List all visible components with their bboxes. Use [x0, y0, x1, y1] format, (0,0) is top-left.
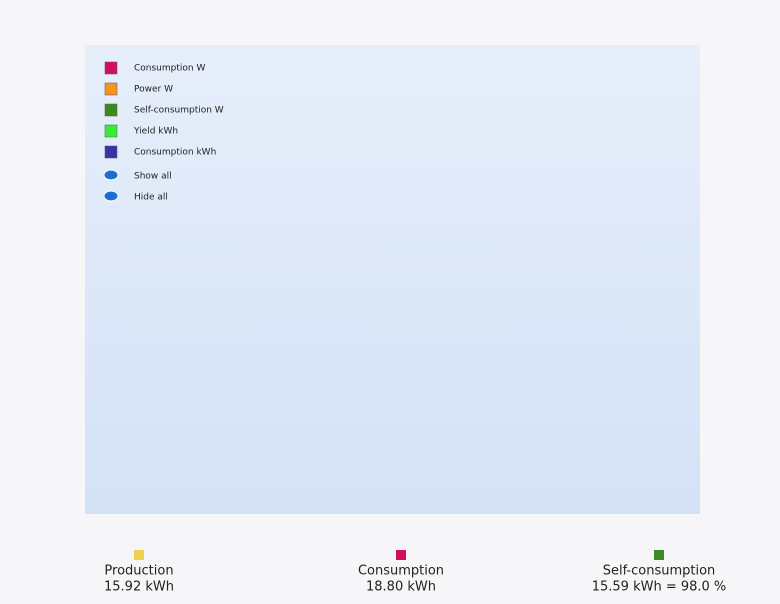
summary-label: Production — [104, 564, 173, 579]
summary-label: Self-consumption — [603, 564, 716, 579]
legend-item[interactable]: Consumption kWh — [104, 145, 216, 159]
legend-label[interactable]: Power W — [134, 85, 173, 95]
legend-action-label[interactable]: Show all — [134, 172, 172, 182]
legend-item[interactable]: Self-consumption W — [104, 103, 224, 117]
legend-swatch[interactable] — [104, 61, 118, 75]
legend-item[interactable]: Power W — [104, 82, 173, 96]
summary-value: 15.59 kWh = 98.0 % — [592, 580, 727, 595]
summary-swatch — [654, 550, 664, 560]
plot-background — [85, 45, 700, 514]
legend-swatch[interactable] — [104, 145, 118, 159]
legend-item[interactable]: Yield kWh — [104, 124, 178, 138]
summary-swatch — [134, 550, 144, 560]
legend-action[interactable]: Show all — [103, 169, 172, 182]
legend-label[interactable]: Consumption kWh — [134, 148, 216, 158]
legend-swatch[interactable] — [104, 82, 118, 96]
summary-value: 15.92 kWh — [104, 580, 174, 595]
summary-value: 18.80 kWh — [366, 580, 436, 595]
summary-label: Consumption — [358, 564, 444, 579]
legend-label[interactable]: Self-consumption W — [134, 106, 224, 116]
legend-swatch[interactable] — [104, 124, 118, 138]
legend-label[interactable]: Yield kWh — [133, 127, 178, 137]
legend-action[interactable]: Hide all — [103, 190, 168, 203]
legend-action-icon[interactable] — [103, 169, 119, 181]
legend-action-label[interactable]: Hide all — [134, 193, 168, 203]
legend-swatch[interactable] — [104, 103, 118, 117]
legend-label[interactable]: Consumption W — [134, 64, 205, 74]
legend-action-icon[interactable] — [103, 190, 119, 202]
summary-swatch — [396, 550, 406, 560]
legend-item[interactable]: Consumption W — [104, 61, 205, 75]
